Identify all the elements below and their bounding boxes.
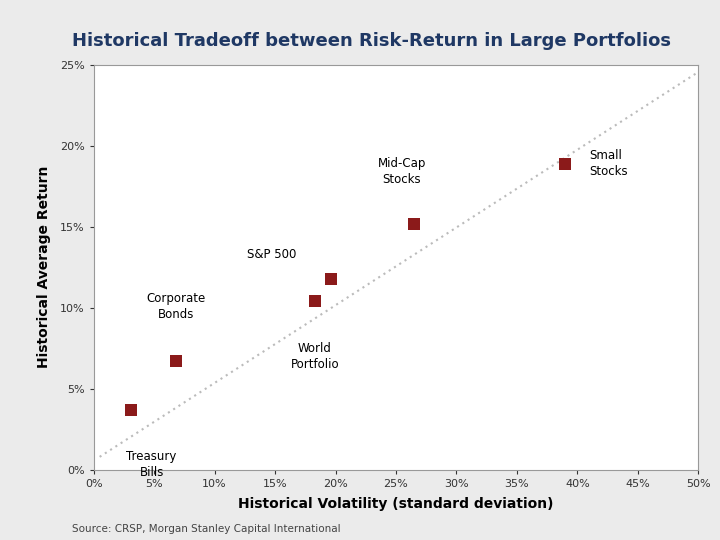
- Text: Corporate
Bonds: Corporate Bonds: [146, 292, 205, 321]
- Text: Historical Tradeoff between Risk-Return in Large Portfolios: Historical Tradeoff between Risk-Return …: [72, 32, 671, 50]
- Text: Treasury
Bills: Treasury Bills: [127, 450, 177, 480]
- Text: World
Portfolio: World Portfolio: [291, 342, 339, 371]
- Text: Mid-Cap
Stocks: Mid-Cap Stocks: [378, 157, 426, 186]
- X-axis label: Historical Volatility (standard deviation): Historical Volatility (standard deviatio…: [238, 497, 554, 511]
- Text: Source: CRSP, Morgan Stanley Capital International: Source: CRSP, Morgan Stanley Capital Int…: [72, 524, 341, 534]
- Text: Small
Stocks: Small Stocks: [590, 149, 628, 178]
- Text: S&P 500: S&P 500: [248, 248, 297, 261]
- Y-axis label: Historical Average Return: Historical Average Return: [37, 166, 52, 368]
